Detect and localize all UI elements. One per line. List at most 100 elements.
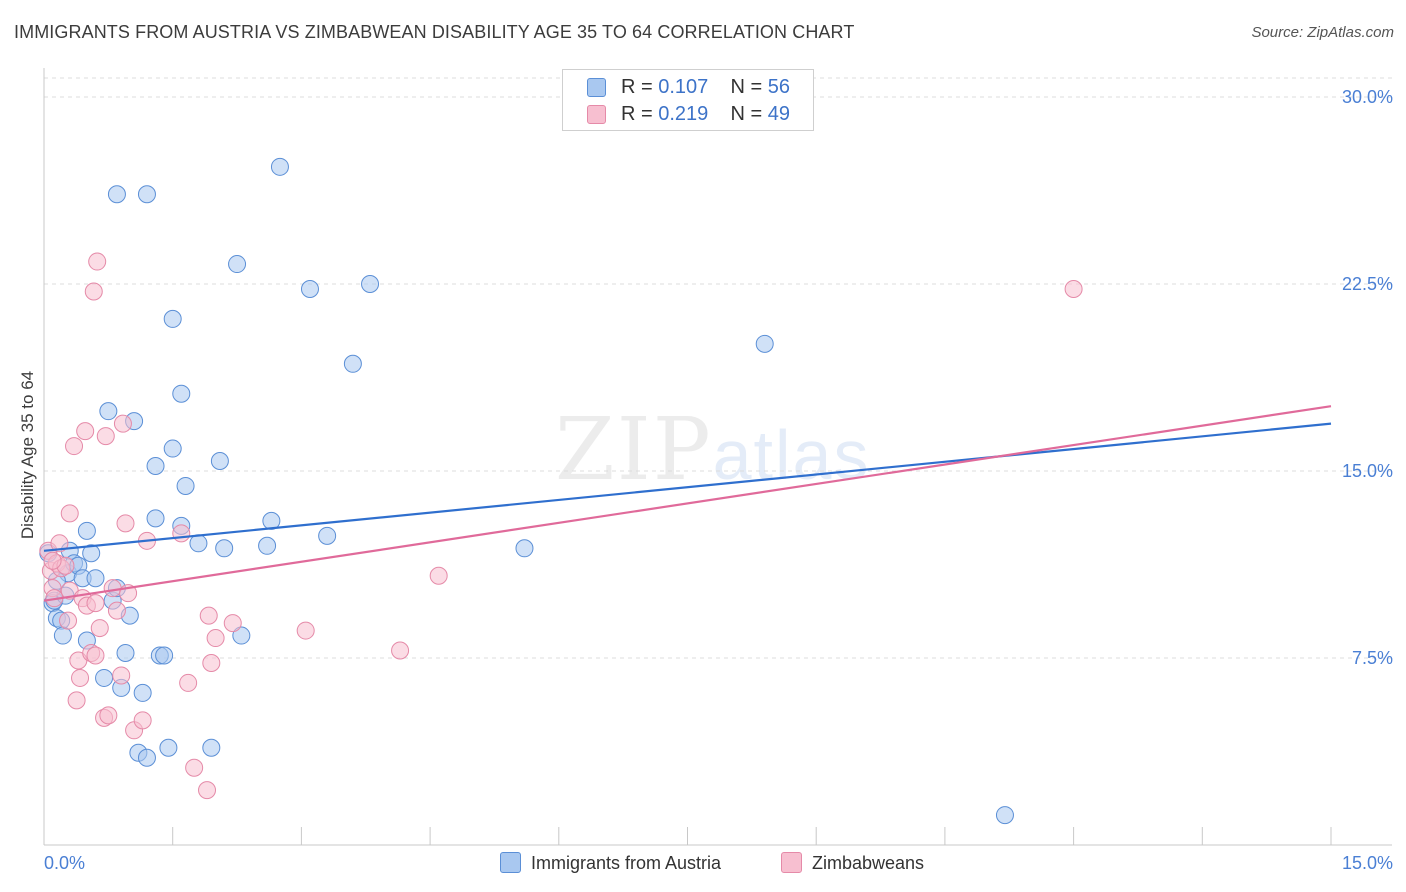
data-point (429, 566, 448, 585)
data-point (103, 579, 122, 598)
y-tick-label: 7.5% (1352, 648, 1393, 668)
data-point (228, 255, 247, 274)
data-point (995, 806, 1014, 825)
trend-lines (43, 405, 1332, 602)
data-point (71, 668, 90, 687)
data-point (86, 569, 105, 588)
data-point (107, 185, 126, 204)
legend-r-label: R = (621, 76, 659, 98)
data-point (391, 641, 410, 660)
data-point (361, 275, 380, 293)
y-tick-label: 22.5% (1342, 274, 1393, 294)
data-point (107, 601, 126, 620)
data-point (77, 521, 96, 540)
data-point (65, 437, 84, 456)
data-point (86, 646, 105, 665)
y-tick-label: 30.0% (1342, 87, 1393, 107)
data-point (163, 309, 182, 328)
data-point (199, 606, 218, 625)
series-zimbabweans (39, 252, 1083, 800)
data-point (90, 619, 109, 638)
data-point (163, 439, 182, 458)
axes (43, 68, 1392, 846)
data-point (133, 683, 152, 702)
data-point (88, 252, 107, 271)
y-tick-label: 15.0% (1342, 461, 1393, 481)
data-point (155, 646, 174, 665)
legend-n-value: 49 (767, 103, 791, 125)
watermark: ZIPatlas (555, 400, 870, 500)
data-point (146, 457, 165, 476)
correlation-legend: R = 0.107 N = 56 R = 0.219 N = 49 (562, 69, 814, 131)
watermark-zip: ZIP (555, 400, 713, 500)
legend-n-value: 56 (767, 76, 791, 98)
data-point (185, 758, 204, 777)
data-point (116, 514, 135, 533)
data-point (96, 427, 115, 446)
legend-n-label: N = (730, 103, 768, 125)
series-immigrants-from-austria (39, 157, 1014, 825)
data-point (270, 157, 289, 176)
legend-swatch-pink (587, 105, 606, 124)
tick-labels: 7.5% 15.0% 22.5% 30.0% 0.0% 15.0% (44, 87, 1393, 873)
data-point (1064, 279, 1083, 298)
data-point (95, 668, 114, 687)
data-point (67, 691, 86, 710)
data-point (99, 402, 118, 421)
data-point (82, 544, 101, 563)
data-point (206, 629, 225, 648)
trend-line-zimbabweans (43, 405, 1332, 602)
data-point (116, 644, 135, 663)
data-point (198, 781, 217, 800)
data-point (172, 524, 191, 543)
legend-r-value: 0.219 (658, 103, 709, 125)
data-point (137, 185, 156, 204)
data-point (133, 711, 152, 730)
data-point (258, 536, 277, 555)
data-point (59, 611, 78, 630)
chart-source: Source: ZipAtlas.com (1251, 24, 1394, 41)
legend-swatch-blue (587, 78, 606, 97)
x-tick-label: 15.0% (1342, 853, 1393, 873)
data-point (202, 653, 221, 672)
data-point (215, 539, 234, 558)
bottom-legend-swatch-pink (781, 852, 802, 873)
data-point (60, 504, 79, 523)
data-point (343, 354, 362, 373)
data-point (113, 414, 132, 433)
trend-line-austria (43, 422, 1332, 552)
data-point (318, 526, 337, 545)
data-point (86, 594, 105, 613)
bottom-legend-zimbabweans: Zimbabweans (781, 852, 924, 874)
chart-title: IMMIGRANTS FROM AUSTRIA VS ZIMBABWEAN DI… (14, 22, 855, 42)
data-point (172, 384, 191, 403)
data-point (210, 452, 229, 471)
data-point (232, 626, 251, 645)
data-point (176, 476, 195, 495)
data-point (50, 534, 69, 553)
data-point (84, 282, 103, 301)
bottom-legend-label-zimbabweans: Zimbabweans (812, 853, 925, 873)
legend-n-label: N = (730, 76, 768, 98)
data-point (112, 666, 131, 685)
legend-r-label: R = (621, 103, 659, 125)
data-point (99, 706, 118, 725)
data-point (179, 673, 198, 692)
data-point (159, 738, 178, 757)
bottom-legend-label-austria: Immigrants from Austria (531, 853, 722, 873)
data-point (189, 534, 208, 553)
bottom-legend-swatch-blue (500, 852, 521, 873)
data-point (146, 509, 165, 528)
data-point (755, 334, 774, 353)
data-point (296, 621, 315, 640)
data-point (53, 626, 72, 645)
legend-r-value: 0.107 (658, 76, 709, 98)
x-tick-label: 0.0% (44, 853, 85, 873)
y-axis-label: Disability Age 35 to 64 (18, 371, 37, 539)
data-point (202, 738, 221, 757)
data-point (515, 539, 534, 558)
data-point (43, 551, 62, 570)
data-point (223, 614, 242, 633)
data-point (76, 422, 95, 441)
